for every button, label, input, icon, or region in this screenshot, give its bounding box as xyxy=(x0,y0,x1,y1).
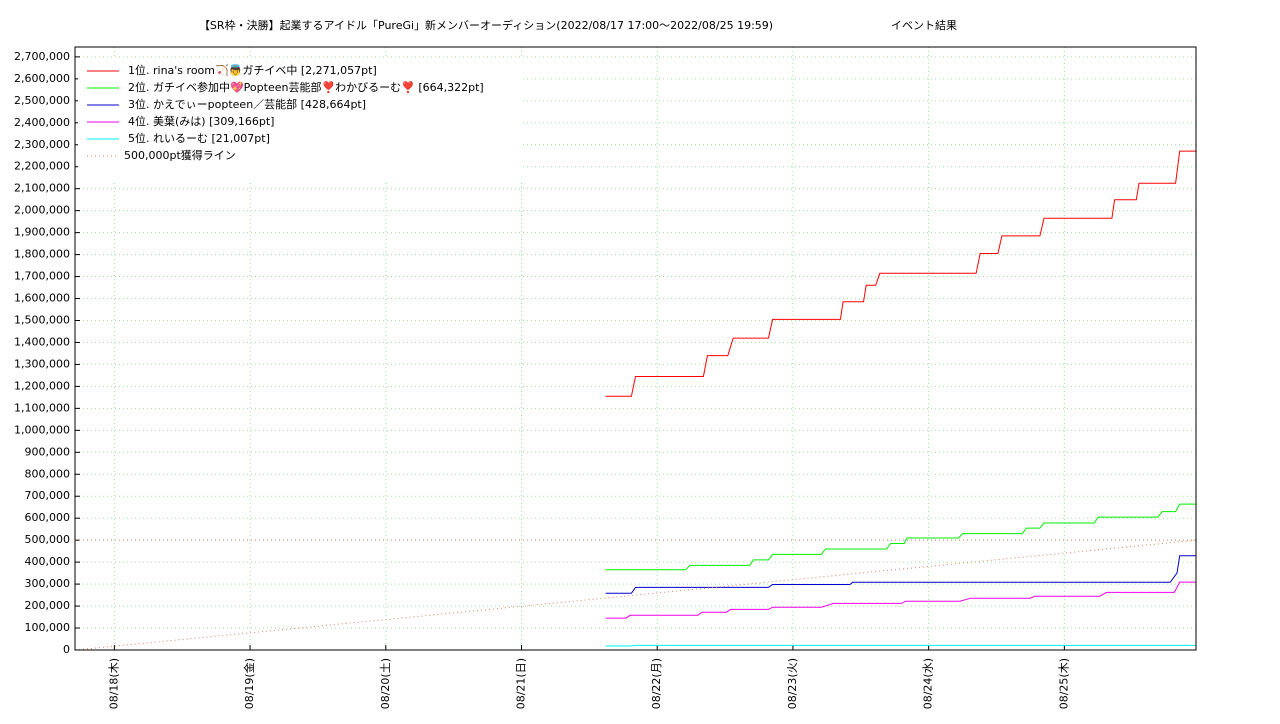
x-tick-label: 08/19(金) xyxy=(242,658,256,709)
y-tick-label: 2,700,000 xyxy=(14,50,70,63)
series-line xyxy=(605,644,1196,647)
x-tick-label: 08/20(土) xyxy=(379,658,392,709)
x-tick-label: 08/18(木) xyxy=(107,658,120,709)
series-line xyxy=(605,503,1196,571)
y-tick-label: 1,000,000 xyxy=(14,423,70,436)
legend-label: 3位. かえでぃーpopteen／芸能部 [428,664pt] xyxy=(128,97,366,111)
x-tick-label: 08/23(火) xyxy=(786,658,799,709)
y-tick-label: 2,100,000 xyxy=(14,182,70,195)
legend-label: 4位. 美葉(みは) [309,166pt] xyxy=(128,114,274,128)
y-tick-label: 300,000 xyxy=(25,577,71,590)
x-tick-label: 08/25(木) xyxy=(1057,658,1070,709)
y-tick-label: 400,000 xyxy=(25,555,71,568)
y-tick-label: 1,600,000 xyxy=(14,292,70,305)
series-line xyxy=(605,150,1196,397)
y-tick-label: 2,000,000 xyxy=(14,204,70,217)
series-line xyxy=(74,539,1197,651)
plot-frame xyxy=(74,46,1197,651)
y-tick-label: 900,000 xyxy=(25,445,71,458)
y-tick-label: 1,900,000 xyxy=(14,226,70,239)
y-tick-label: 1,700,000 xyxy=(14,270,70,283)
series-line xyxy=(605,581,1196,619)
y-tick-label: 2,300,000 xyxy=(14,138,70,151)
chart-title: 【SR枠・決勝】起業するアイドル「PureGi」新メンバーオーディション(202… xyxy=(199,18,773,32)
series-line xyxy=(605,555,1196,594)
legend: 1位. rina's room🏹👼ガチイベ中 [2,271,057pt] 2位. … xyxy=(78,59,523,181)
y-tick-label: 1,500,000 xyxy=(14,313,70,326)
y-tick-label: 2,400,000 xyxy=(14,116,70,129)
legend-label: 500,000pt獲得ライン xyxy=(124,149,236,162)
y-tick-label: 2,600,000 xyxy=(14,72,70,85)
legend-label: 5位. れいるーむ [21,007pt] xyxy=(128,131,270,145)
chart-subtitle: イベント結果 xyxy=(891,18,957,32)
y-tick-label: 100,000 xyxy=(25,621,71,634)
y-tick-label: 2,200,000 xyxy=(14,160,70,173)
y-tick-label: 0 xyxy=(63,643,70,656)
x-tick-label: 08/22(月) xyxy=(650,658,663,709)
y-tick-label: 200,000 xyxy=(25,599,71,612)
y-tick-label: 700,000 xyxy=(25,489,71,502)
x-tick-label: 08/21(日) xyxy=(515,658,528,709)
legend-box xyxy=(78,59,523,181)
y-tick-label: 1,800,000 xyxy=(14,248,70,261)
legend-label: 2位. ガチイベ参加中💖Popteen芸能部❣️わかびるーむ❣️ [664,32… xyxy=(128,80,484,94)
y-tick-label: 2,500,000 xyxy=(14,94,70,107)
y-tick-label: 1,100,000 xyxy=(14,401,70,414)
y-tick-label: 500,000 xyxy=(25,533,71,546)
x-tick-label: 08/24(水) xyxy=(922,658,935,709)
y-tick-label: 600,000 xyxy=(25,511,71,524)
y-tick-label: 800,000 xyxy=(25,467,71,480)
y-tick-label: 1,300,000 xyxy=(14,357,70,370)
y-tick-label: 1,200,000 xyxy=(14,379,70,392)
y-tick-label: 1,400,000 xyxy=(14,335,70,348)
legend-label: 1位. rina's room🏹👼ガチイベ中 [2,271,057pt] xyxy=(128,63,377,77)
